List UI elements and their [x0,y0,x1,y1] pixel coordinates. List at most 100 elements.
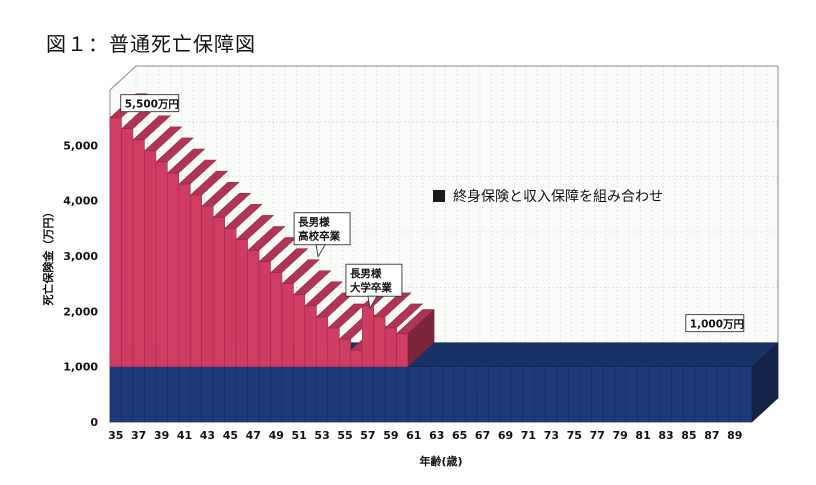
bar-segment-top [304,281,343,307]
x-tick-label: 47 [246,429,261,442]
bar-segment-front [212,216,225,367]
y-tick-label: 1,000 [63,361,98,374]
bar-segment-front [338,366,352,423]
x-tick-label: 55 [337,429,352,442]
bar-segment-top [281,259,321,284]
bar-segment-front [659,366,673,423]
bar-segment-front [304,366,317,423]
x-tick-label: 41 [177,429,192,442]
bar-segment-front [316,316,329,367]
bar-segment-front [465,366,478,423]
x-tick-label: 43 [200,429,215,442]
bar-segment-front [155,366,168,423]
bar-segment-front [556,366,569,423]
bar-segment-front [740,366,753,423]
bar-segment-front [488,366,501,423]
x-tick-label: 61 [406,429,421,442]
bar-segment-front [144,150,157,367]
bar-segment-top [178,159,217,185]
bar-segment-front [671,366,684,423]
bar-segment-front [247,250,260,367]
x-tick-label: 87 [704,429,719,442]
bar-segment-top [373,292,412,318]
bar-segment-top [132,115,172,141]
x-tick-label: 39 [154,429,169,442]
y-tick-label: 3,000 [63,250,98,263]
x-tick-label: 51 [292,429,307,442]
callout-pointer [367,295,378,310]
x-tick-label: 63 [429,429,444,442]
callout-text: 長男様 [350,267,382,280]
callout-text: 高校卒業 [298,230,340,243]
bar-segment-front [373,316,386,367]
bar-segment-top [143,126,183,152]
bar-segment-front [510,366,524,423]
callout-box [345,263,403,297]
bar-segment-front [212,366,225,423]
bar-segment-front [281,283,294,367]
bar-segment-front [201,205,214,367]
bar-segment-top [269,248,309,273]
x-tick-label: 35 [108,429,123,442]
callout-box [293,212,351,246]
x-tick-label: 57 [360,429,375,442]
bar-segment-front [614,366,627,423]
bar-segment-front [533,366,546,423]
bar-segment-top [201,181,240,207]
bar-segment-front [419,366,432,423]
bar-segment-front [522,366,535,423]
bar-segment-front [694,366,707,423]
bar-segment-front [327,327,340,367]
x-tick-label: 73 [544,429,559,442]
bar-segment-front [121,366,134,423]
bar-segment-front [637,366,650,423]
bar-segment-front [167,366,180,423]
bar-segment-front [384,366,397,423]
bar-segment-top [292,270,332,295]
bar-segment-front [350,349,363,367]
callout-text: 長男様 [298,216,330,229]
bar-segment-front [281,366,294,423]
bar-segment-front [235,239,248,367]
bar-segment-front [396,366,409,423]
x-axis-label: 年齢(歳) [419,454,462,468]
bar-segment-front [178,183,191,367]
bar-segment-front [258,366,271,423]
x-tick-label: 75 [567,429,582,442]
legend-marker [433,190,445,202]
bar-segment-front [224,366,237,423]
y-tick-label: 0 [90,416,98,429]
bar-segment-front [453,366,466,423]
bar-segment-front [270,366,283,423]
bar-segment-front [728,366,741,423]
bar-segment-front [235,366,248,423]
bar-segment-front [258,261,271,367]
bar-segment-top [235,215,275,240]
bar-segment-front [350,366,363,423]
bar-segment-top [246,226,286,251]
bar-segment-side [751,342,779,423]
bar-segment-front [396,333,409,367]
x-tick-label: 45 [223,429,238,442]
bar-segment-front [327,366,340,423]
x-tick-label: 83 [658,429,673,442]
bar-segment-front [625,366,638,423]
x-tick-label: 71 [521,429,536,442]
bar-segment-front [132,139,145,367]
x-tick-label: 77 [590,429,605,442]
bar-segment-front [407,366,420,423]
callout-pointer [315,244,326,259]
bar-segment-front [167,172,180,367]
bar-segment-front [144,366,157,423]
callout-box [120,94,180,113]
x-tick-label: 79 [613,429,628,442]
bar-segment-front [121,128,134,367]
bar-segment-top [212,193,252,218]
bar-segment-front [545,366,558,423]
bar-segment-front [705,366,718,423]
bar-segment-front [384,327,397,367]
bar-segment-front [373,366,386,423]
y-tick-label: 5,000 [63,139,98,152]
bar-segment-front [499,366,512,423]
